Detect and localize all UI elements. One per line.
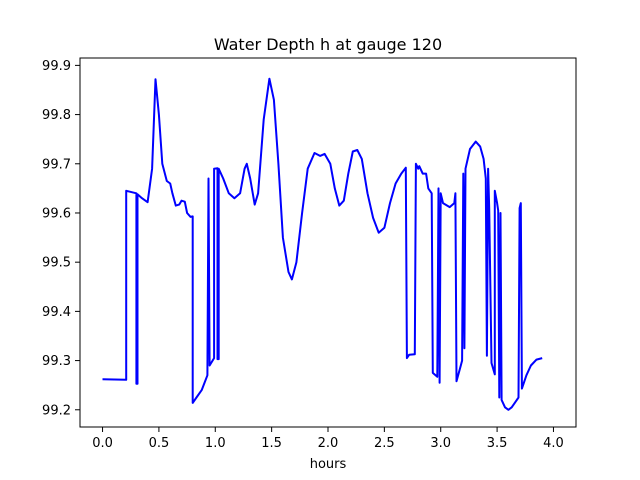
y-tick-label: 99.7: [42, 157, 71, 172]
x-tick-label: 0.0: [92, 436, 113, 451]
x-tick-label: 2.5: [374, 436, 395, 451]
y-tick-label: 99.5: [42, 256, 71, 271]
x-tick-label: 3.0: [430, 436, 451, 451]
y-tick-label: 99.8: [42, 108, 71, 123]
x-tick-label: 1.5: [261, 436, 282, 451]
x-axis: 0.0 0.5 1.0 1.5 2.0 2.5 3.0 3.5 4.0: [92, 427, 564, 451]
x-tick-label: 0.5: [149, 436, 170, 451]
y-tick-label: 99.6: [42, 206, 71, 221]
y-axis: 99.2 99.3 99.4 99.5 99.6 99.7 99.8 99.9: [42, 59, 80, 418]
x-tick-label: 4.0: [543, 436, 564, 451]
plot-area: [102, 77, 543, 411]
y-tick-label: 99.4: [42, 305, 71, 320]
chart-title: Water Depth h at gauge 120: [214, 35, 442, 54]
y-tick-label: 99.9: [42, 59, 71, 74]
x-tick-label: 2.0: [318, 436, 339, 451]
y-tick-label: 99.2: [42, 403, 71, 418]
x-tick-label: 3.5: [487, 436, 508, 451]
x-axis-title: hours: [310, 457, 347, 472]
y-tick-label: 99.3: [42, 354, 71, 369]
x-tick-label: 1.0: [205, 436, 226, 451]
series-line: [102, 77, 543, 411]
